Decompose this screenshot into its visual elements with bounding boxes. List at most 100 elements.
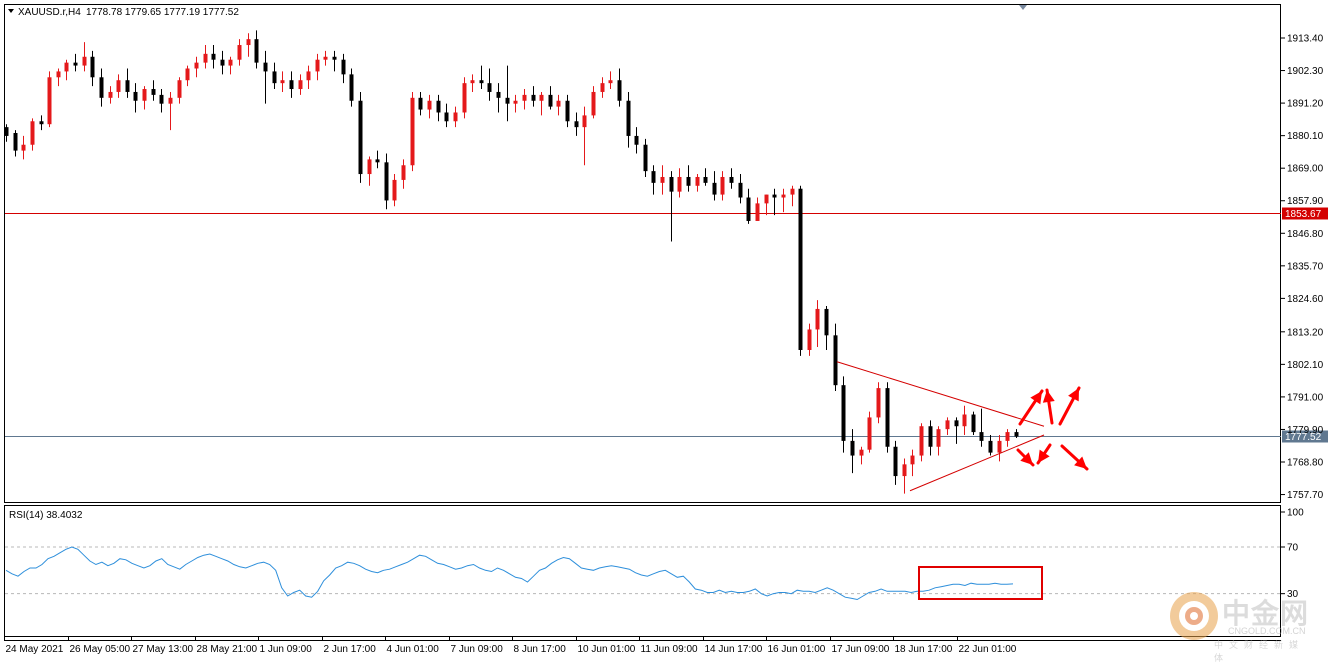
candle-body[interactable] xyxy=(643,144,648,172)
candle-body[interactable] xyxy=(945,420,950,430)
chart-shift-marker-icon[interactable] xyxy=(1019,5,1027,10)
candle-body[interactable] xyxy=(626,100,631,136)
candle-body[interactable] xyxy=(82,56,87,66)
candle-body[interactable] xyxy=(677,176,682,192)
candle-body[interactable] xyxy=(764,194,769,204)
candle-body[interactable] xyxy=(859,449,864,456)
candle-body[interactable] xyxy=(194,62,199,69)
candle-body[interactable] xyxy=(272,71,277,84)
candle-body[interactable] xyxy=(306,71,311,81)
candle-body[interactable] xyxy=(807,329,812,350)
candle-body[interactable] xyxy=(30,121,35,145)
candle-body[interactable] xyxy=(790,188,795,195)
candle-body[interactable] xyxy=(410,97,415,166)
candle-body[interactable] xyxy=(392,179,397,201)
candle-body[interactable] xyxy=(203,53,208,63)
candle-body[interactable] xyxy=(298,80,303,90)
candle-body[interactable] xyxy=(608,80,613,84)
candle-body[interactable] xyxy=(280,80,285,84)
rsi-panel[interactable] xyxy=(4,505,1281,637)
candle-body[interactable] xyxy=(418,97,423,110)
candle-body[interactable] xyxy=(867,417,872,450)
candle-body[interactable] xyxy=(470,80,475,84)
candle-body[interactable] xyxy=(116,80,121,92)
candle-body[interactable] xyxy=(332,56,337,60)
price-panel[interactable] xyxy=(4,4,1281,503)
candle-body[interactable] xyxy=(341,59,346,75)
candle-body[interactable] xyxy=(651,171,656,183)
candle-body[interactable] xyxy=(401,165,406,180)
candle-body[interactable] xyxy=(695,176,700,186)
candle-body[interactable] xyxy=(39,121,44,125)
candle-body[interactable] xyxy=(988,440,993,453)
candle-body[interactable] xyxy=(928,426,933,447)
candle-body[interactable] xyxy=(479,80,484,84)
candle-body[interactable] xyxy=(254,39,259,63)
candle-body[interactable] xyxy=(634,135,639,145)
candle-body[interactable] xyxy=(781,194,786,198)
candle-body[interactable] xyxy=(315,59,320,72)
candle-body[interactable] xyxy=(384,162,389,201)
candle-body[interactable] xyxy=(979,432,984,441)
candle-body[interactable] xyxy=(815,308,820,330)
candle-body[interactable] xyxy=(772,194,777,198)
candle-body[interactable] xyxy=(289,80,294,90)
candle-body[interactable] xyxy=(910,455,915,465)
candle-body[interactable] xyxy=(712,182,717,195)
candle-body[interactable] xyxy=(427,100,432,110)
symbol-menu-icon[interactable] xyxy=(8,9,14,13)
candle-body[interactable] xyxy=(73,62,78,66)
candle-body[interactable] xyxy=(263,62,268,72)
candle-body[interactable] xyxy=(220,59,225,66)
candle-body[interactable] xyxy=(954,420,959,427)
candle-body[interactable] xyxy=(151,89,156,95)
candle-body[interactable] xyxy=(824,308,829,336)
candle-body[interactable] xyxy=(462,83,467,113)
candle-body[interactable] xyxy=(47,77,52,125)
candle-body[interactable] xyxy=(56,71,61,78)
candle-body[interactable] xyxy=(513,100,518,104)
candle-body[interactable] xyxy=(64,62,69,72)
candle-body[interactable] xyxy=(833,335,838,386)
candle-body[interactable] xyxy=(574,121,579,128)
candle-body[interactable] xyxy=(168,97,173,104)
candle-body[interactable] xyxy=(444,112,449,122)
candle-body[interactable] xyxy=(971,414,976,433)
candle-body[interactable] xyxy=(99,77,104,98)
candle-body[interactable] xyxy=(358,100,363,175)
candle-body[interactable] xyxy=(669,176,674,192)
candle-body[interactable] xyxy=(746,197,751,221)
candle-body[interactable] xyxy=(349,74,354,101)
candle-body[interactable] xyxy=(1014,432,1019,437)
candle-body[interactable] xyxy=(531,94,536,101)
candle-body[interactable] xyxy=(591,91,596,116)
candle-body[interactable] xyxy=(660,176,665,183)
candle-body[interactable] xyxy=(108,91,113,98)
candle-body[interactable] xyxy=(703,176,708,183)
candle-body[interactable] xyxy=(185,68,190,81)
candle-body[interactable] xyxy=(600,83,605,92)
candle-body[interactable] xyxy=(720,176,725,195)
candle-body[interactable] xyxy=(738,182,743,198)
candle-body[interactable] xyxy=(556,100,561,107)
candle-body[interactable] xyxy=(453,112,458,122)
candle-body[interactable] xyxy=(885,388,890,447)
candle-body[interactable] xyxy=(237,45,242,60)
candle-body[interactable] xyxy=(539,94,544,101)
candle-body[interactable] xyxy=(850,440,855,456)
candle-body[interactable] xyxy=(90,56,95,78)
candle-body[interactable] xyxy=(211,53,216,60)
candle-body[interactable] xyxy=(919,426,924,456)
candle-body[interactable] xyxy=(496,91,501,98)
candle-body[interactable] xyxy=(729,176,734,183)
candle-body[interactable] xyxy=(21,144,26,151)
candle-body[interactable] xyxy=(13,133,18,151)
candle-body[interactable] xyxy=(893,446,898,477)
candle-body[interactable] xyxy=(487,83,492,92)
candle-body[interactable] xyxy=(4,127,9,136)
candle-body[interactable] xyxy=(177,80,182,98)
candle-body[interactable] xyxy=(936,429,941,447)
candle-body[interactable] xyxy=(565,100,570,122)
candle-body[interactable] xyxy=(876,388,881,418)
candle-body[interactable] xyxy=(902,464,907,477)
